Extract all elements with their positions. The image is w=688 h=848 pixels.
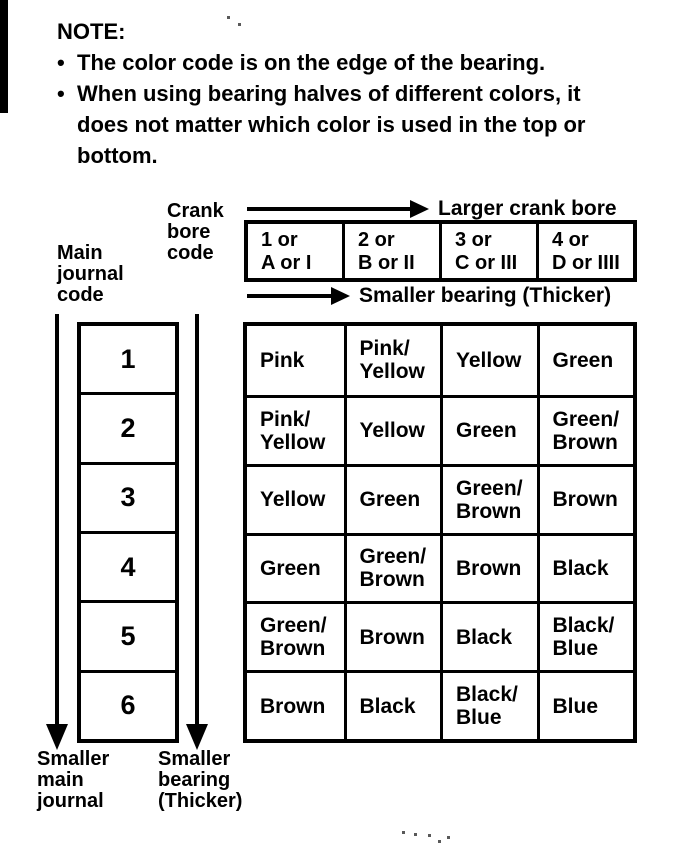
note-block: NOTE: • The color code is on the edge of… xyxy=(57,16,649,171)
bearing-color-cell: Black xyxy=(440,601,537,671)
crank-bore-code-cell: 4 or D or IIII xyxy=(536,224,633,278)
main-journal-code-cell: 3 xyxy=(81,461,175,531)
crank-bore-code-cell: 2 or B or II xyxy=(342,224,439,278)
scan-speck xyxy=(414,833,417,836)
bearing-color-cell: Green xyxy=(536,326,634,395)
scan-speck xyxy=(238,23,241,26)
down-arrow-icon xyxy=(186,724,208,750)
bearing-color-cell: Green xyxy=(343,463,440,533)
scan-speck xyxy=(402,831,405,834)
bearing-color-cell: Green/ Brown xyxy=(343,532,440,602)
bearing-color-cell: Pink/ Yellow xyxy=(247,394,344,464)
bearing-color-cell: Brown xyxy=(440,532,537,602)
larger-crank-bore-arrow: Larger crank bore xyxy=(247,197,617,220)
crank-bore-code-label: Crank bore code xyxy=(167,200,224,264)
right-arrow-line xyxy=(247,294,331,298)
note-title: NOTE: xyxy=(57,19,126,44)
bearing-color-cell: Pink xyxy=(260,348,305,372)
main-journal-code-cell: 5 xyxy=(81,600,175,669)
bearing-color-cell: Black xyxy=(343,670,440,739)
scan-artifact-bar xyxy=(0,0,8,113)
scan-speck xyxy=(428,834,431,837)
bearing-color-cell: Green/ Brown xyxy=(247,601,344,670)
down-arrow-icon xyxy=(46,724,68,750)
bearing-color-cell: Yellow xyxy=(440,326,537,395)
bearing-color-cell: Green/ Brown xyxy=(536,394,633,464)
smaller-bearing-label: Smaller bearing (Thicker) xyxy=(359,284,612,307)
right-arrow-line xyxy=(247,207,410,211)
bearing-color-cell: Brown xyxy=(343,601,440,671)
bearing-color-cell: Brown xyxy=(536,463,633,533)
larger-crank-bore-label: Larger crank bore xyxy=(438,197,617,220)
scan-speck xyxy=(438,840,441,843)
main-journal-code-cell: 4 xyxy=(81,530,175,600)
bearing-color-table: Pink Pink/ Yellow Yellow Green Pink/ Yel… xyxy=(243,322,637,743)
scan-speck xyxy=(227,16,230,19)
scan-speck xyxy=(447,836,450,839)
bearing-color-cell: Yellow xyxy=(343,394,440,464)
smaller-bearing-thicker-label: Smaller bearing (Thicker) xyxy=(158,748,243,812)
right-arrow-icon xyxy=(331,287,350,305)
bearing-color-cell: Green xyxy=(440,394,537,464)
bearing-color-cell: Blue xyxy=(536,670,633,739)
main-journal-code-cell: 2 xyxy=(81,392,175,461)
crank-bore-code-table: 1 or A or I 2 or B or II 3 or C or III 4… xyxy=(244,220,637,282)
bearing-color-cell: Black/ Blue xyxy=(440,670,537,739)
main-journal-code-cell: 1 xyxy=(120,343,136,374)
smaller-bearing-arrow: Smaller bearing (Thicker) xyxy=(247,284,612,307)
crank-bore-code-cell: 3 or C or III xyxy=(439,224,536,278)
note-bullet-item: • When using bearing halves of different… xyxy=(57,78,649,171)
smaller-main-journal-label: Smaller main journal xyxy=(37,748,110,812)
note-bullet-text: The color code is on the edge of the bea… xyxy=(77,50,546,75)
bearing-color-cell: Black xyxy=(536,532,633,602)
main-journal-code-table: 1 2 3 4 5 6 xyxy=(77,322,179,743)
bullet-icon: • xyxy=(57,81,65,106)
bearing-color-cell: Black/ Blue xyxy=(536,601,633,671)
bearing-color-cell: Yellow xyxy=(247,463,344,533)
crank-bore-code-cell: 1 or A or I xyxy=(261,229,312,274)
bearing-color-cell: Brown xyxy=(247,670,344,739)
bearing-color-cell: Green/ Brown xyxy=(440,463,537,533)
main-journal-code-label: Main journal code xyxy=(57,242,124,306)
bearing-color-cell: Pink/ Yellow xyxy=(343,326,441,395)
down-arrow-line xyxy=(55,314,59,726)
main-journal-code-cell: 6 xyxy=(81,669,175,739)
right-arrow-icon xyxy=(410,200,429,218)
note-bullet-item: • The color code is on the edge of the b… xyxy=(57,47,649,78)
bearing-color-cell: Green xyxy=(247,532,344,602)
note-bullet-text: When using bearing halves of different c… xyxy=(77,81,586,168)
down-arrow-line xyxy=(195,314,199,726)
bullet-icon: • xyxy=(57,50,65,75)
